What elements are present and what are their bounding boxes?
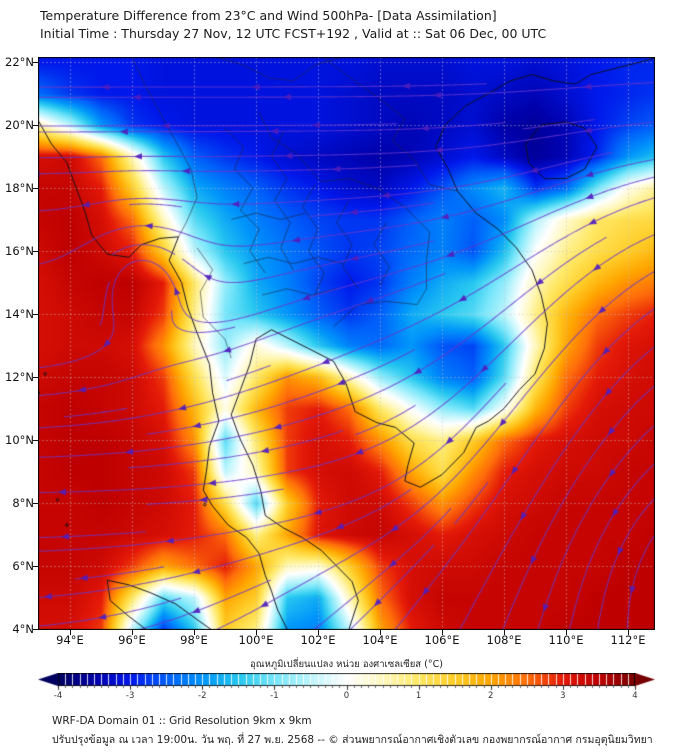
lat-tickmark <box>33 188 38 189</box>
colorbar-tick-label: 4 <box>632 691 638 701</box>
lat-tickmark <box>33 566 38 567</box>
lon-tickmark <box>256 630 257 635</box>
colorbar-label: อุณหภูมิเปลี่ยนแปลง หน่วย องศาเซลเซียส (… <box>250 659 443 670</box>
lat-tickmark <box>33 629 38 630</box>
lat-tick-label: 10°N <box>5 433 34 447</box>
lon-tick-label: 104°E <box>362 633 398 647</box>
lon-tick-label: 106°E <box>424 633 460 647</box>
lat-tick-label: 12°N <box>5 370 34 384</box>
colorbar-tick-label: -4 <box>53 691 63 701</box>
lat-tick-label: 18°N <box>5 181 34 195</box>
colorbar-tick-label: 2 <box>488 691 494 701</box>
footer-update-info: ปรับปรุงข้อมูล ณ เวลา 19:00น. วัน พฤ. ที… <box>52 734 653 746</box>
temperature-wind-map <box>38 57 655 630</box>
colorbar-tick-label: 0 <box>343 691 350 701</box>
lat-tickmark <box>33 125 38 126</box>
lon-tickmark <box>132 630 133 635</box>
lon-tickmark <box>566 630 567 635</box>
lon-tick-label: 112°E <box>610 633 646 647</box>
lon-tick-label: 94°E <box>56 633 84 647</box>
chart-title: Temperature Difference from 23°C and Win… <box>40 8 497 23</box>
colorbar-tick-label: -1 <box>270 691 279 701</box>
lon-tickmark <box>380 630 381 635</box>
lat-tick-label: 20°N <box>5 118 34 132</box>
lat-tick-label: 6°N <box>12 559 34 573</box>
lat-tickmark <box>33 251 38 252</box>
lon-tickmark <box>70 630 71 635</box>
lat-tick-label: 14°N <box>5 307 34 321</box>
lon-tickmark <box>628 630 629 635</box>
chart-subtitle-valid-time: Initial Time : Thursday 27 Nov, 12 UTC F… <box>40 26 547 41</box>
lon-tick-label: 96°E <box>118 633 146 647</box>
lat-tick-label: 16°N <box>5 244 34 258</box>
colorbar-tick-label: 1 <box>415 691 422 701</box>
lon-tickmark <box>504 630 505 635</box>
lat-tickmark <box>33 440 38 441</box>
footer-domain-info: WRF-DA Domain 01 :: Grid Resolution 9km … <box>52 715 312 727</box>
colorbar-tick-label: 3 <box>560 691 566 701</box>
lat-tickmark <box>33 314 38 315</box>
lat-tickmark <box>33 503 38 504</box>
lon-tick-label: 110°E <box>548 633 584 647</box>
lon-tickmark <box>318 630 319 635</box>
lon-tick-label: 100°E <box>238 633 274 647</box>
colorbar-tick-label: -3 <box>125 691 135 701</box>
lon-tick-label: 98°E <box>180 633 208 647</box>
lat-tick-label: 8°N <box>12 496 34 510</box>
lon-tickmark <box>194 630 195 635</box>
lon-tick-label: 102°E <box>300 633 336 647</box>
lat-tick-label: 4°N <box>12 622 34 636</box>
lon-tickmark <box>442 630 443 635</box>
colorbar-tick-label: -2 <box>198 691 207 701</box>
lon-tick-label: 108°E <box>486 633 522 647</box>
colorbar <box>38 673 655 691</box>
lat-tick-label: 22°N <box>5 55 34 69</box>
lat-tickmark <box>33 62 38 63</box>
lat-tickmark <box>33 377 38 378</box>
